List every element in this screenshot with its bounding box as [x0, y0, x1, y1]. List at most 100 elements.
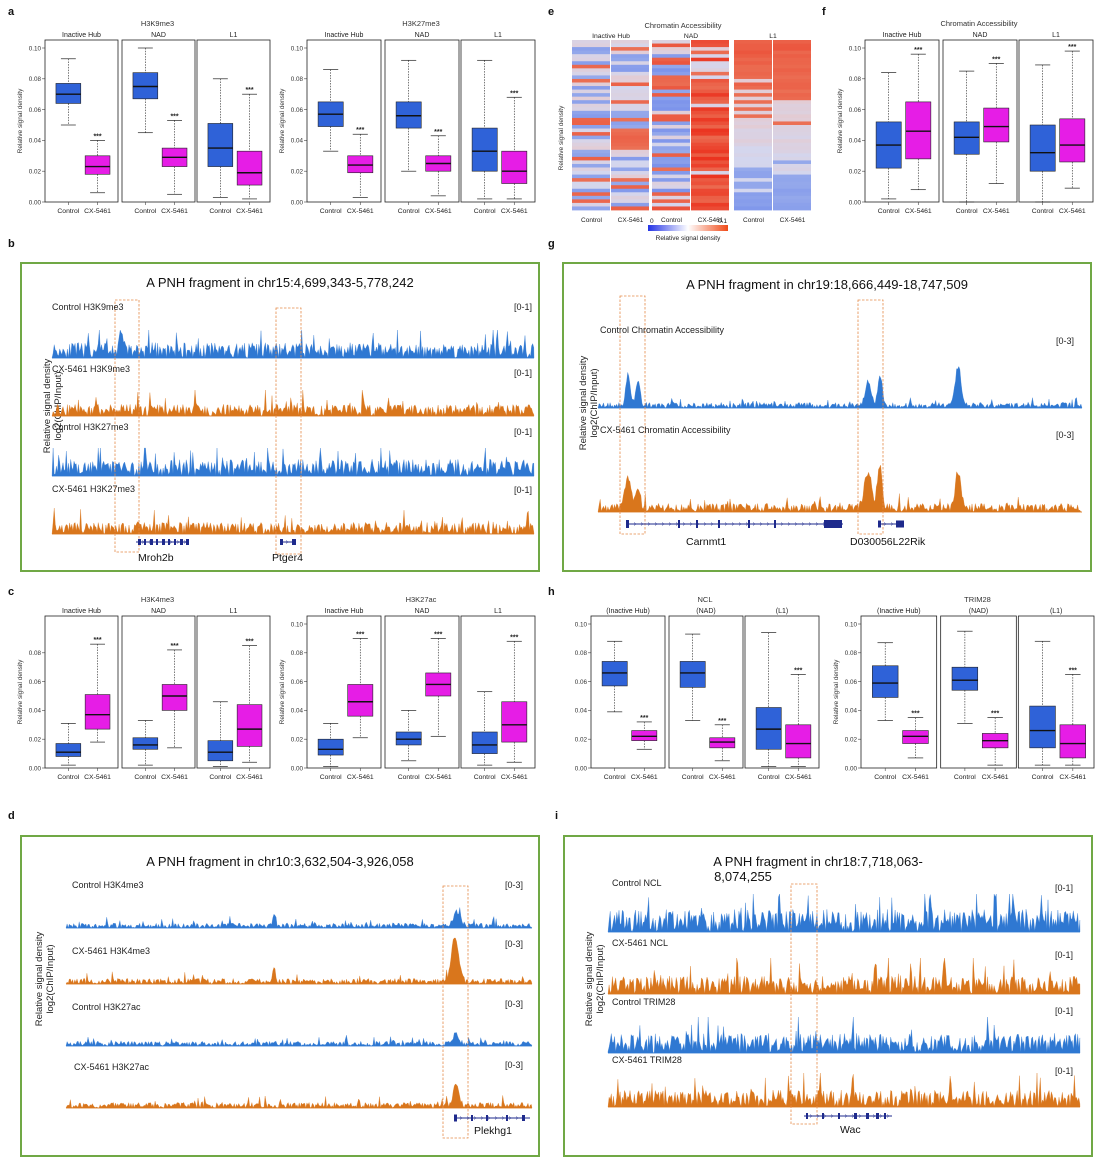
- heatmap-cell: [572, 114, 610, 119]
- heatmap-cell: [611, 40, 649, 44]
- signal-track: [597, 464, 1083, 513]
- boxplot-a-h3k27me3: H3K27me3 Relative signal density 0.10 0.08 0…: [279, 19, 536, 215]
- heatmap-cell: [773, 93, 811, 98]
- gene-exon: [884, 1113, 886, 1119]
- facet-label: (NAD): [969, 608, 988, 615]
- heatmap-cell: [652, 78, 690, 83]
- box-control: [679, 661, 706, 688]
- y-tick-label: 0.08: [575, 650, 588, 657]
- gene-model-wac: [804, 1113, 892, 1119]
- highlight-region: [619, 295, 646, 535]
- heatmap-cell: [652, 174, 690, 179]
- track-name-d-4: CX-5461 H3K27ac: [74, 1062, 150, 1072]
- heatmap-cell: [572, 132, 610, 137]
- facet-frame: [44, 615, 119, 769]
- heatmap-cell: [572, 61, 610, 66]
- heatmap-cell: [572, 50, 610, 55]
- heatmap-cell: [652, 185, 690, 190]
- facet-label: (L1): [776, 608, 788, 615]
- heatmap-facet-label: L1: [769, 33, 777, 40]
- heatmap-cell: [572, 43, 610, 48]
- heatmap-cell: [773, 149, 811, 154]
- heatmap-cell: [611, 167, 649, 172]
- significance-mark: ***: [1069, 667, 1077, 674]
- gene-strand-arrow: [647, 522, 651, 526]
- x-tick-label: Control: [604, 774, 626, 781]
- heatmap-cell: [611, 132, 649, 137]
- heatmap-cell: [773, 89, 811, 94]
- gene-strand-arrow: [836, 522, 840, 526]
- heatmap-cell: [734, 50, 772, 55]
- gene-strand-arrow: [148, 540, 152, 544]
- gene-exon: [150, 539, 153, 545]
- heatmap-cell: [691, 178, 729, 183]
- gene-exon: [626, 520, 629, 528]
- x-tick-label: Control: [320, 208, 342, 215]
- heatmap-cell: [734, 100, 772, 105]
- heatmap-cell: [652, 142, 690, 147]
- boxplot-title: H3K4me3: [141, 595, 174, 604]
- y-tick-label: 0.06: [849, 107, 862, 114]
- x-tick-label: Control: [474, 774, 496, 781]
- gene-strand-arrow: [682, 522, 686, 526]
- gene-exon: [854, 1113, 857, 1119]
- gene-strand-arrow: [738, 522, 742, 526]
- heatmap-cell: [691, 75, 729, 80]
- heatmap-cell: [773, 117, 811, 122]
- signal-track: [51, 329, 535, 359]
- signal-track: [51, 389, 535, 417]
- gene-model-d030056l22rik: [878, 520, 904, 528]
- x-tick-label: CX-5461: [902, 774, 929, 781]
- facet-frame: [1017, 615, 1095, 769]
- gene-label-d030056l22rik: D030056L22Rik: [850, 536, 926, 548]
- gene-exon: [822, 1113, 824, 1119]
- heatmap-cell: [691, 139, 729, 144]
- heatmap-cell: [611, 93, 649, 98]
- heatmap-cell: [572, 185, 610, 190]
- facet-frame: [744, 615, 820, 769]
- heatmap-cell: [773, 132, 811, 137]
- box-control: [601, 661, 628, 687]
- heatmap-cell: [691, 100, 729, 105]
- y-tick-label: 0.08: [291, 650, 304, 657]
- heatmap-cell: [691, 174, 729, 179]
- x-tick-label: CX-5461: [236, 774, 263, 781]
- heatmap-cell: [652, 188, 690, 193]
- heatmap-cell: [611, 96, 649, 101]
- gene-model-mroh2b: [136, 539, 189, 545]
- heatmap-cell: [652, 153, 690, 158]
- heatmap-cell: [734, 202, 772, 207]
- heatmap-cell: [773, 153, 811, 158]
- heatmap-cell: [611, 156, 649, 161]
- heatmap-cell: [691, 188, 729, 193]
- box-cx-5461: [347, 155, 374, 174]
- heatmap-cell: [611, 103, 649, 108]
- box-control: [207, 740, 234, 762]
- x-tick-label: Control: [474, 208, 496, 215]
- heatmap-cell: [611, 54, 649, 59]
- heatmap-cell: [773, 103, 811, 108]
- heatmap-cell: [572, 163, 610, 168]
- track-panel-b: A PNH fragment in chr15:4,699,343-5,778,…: [20, 262, 540, 572]
- gene-strand-arrow: [858, 1114, 862, 1118]
- heatmap-cell: [652, 192, 690, 197]
- y-tick-label: 0.00: [575, 765, 588, 772]
- facet-label: Inactive Hub: [325, 32, 364, 39]
- heatmap-cell: [572, 149, 610, 154]
- gene-strand-arrow: [162, 540, 166, 544]
- y-tick-label: 0.04: [29, 708, 42, 715]
- heatmap-scale-min: 0: [650, 218, 654, 225]
- gene-strand-arrow: [815, 522, 819, 526]
- heatmap-cell: [611, 135, 649, 140]
- y-tick-label: 0.04: [291, 138, 304, 145]
- heatmap-cell: [773, 188, 811, 193]
- gene-exon: [156, 539, 158, 545]
- gene-strand-arrow: [176, 540, 180, 544]
- heatmap-cell: [652, 107, 690, 112]
- x-tick-label: CX-5461: [983, 208, 1010, 215]
- box-control: [953, 121, 980, 155]
- heatmap-cell: [691, 181, 729, 186]
- heatmap-cell: [773, 178, 811, 183]
- heatmap-x-label: CX-5461: [780, 217, 806, 224]
- heatmap-cell: [572, 100, 610, 105]
